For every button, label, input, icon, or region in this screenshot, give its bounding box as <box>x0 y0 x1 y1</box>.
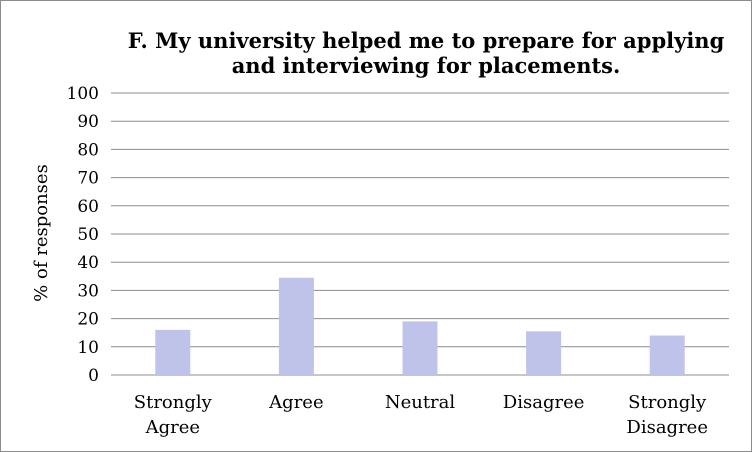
y-tick-label: 90 <box>77 112 99 132</box>
bar-1 <box>278 277 314 375</box>
x-axis-labels: Strongly Agree Agree Neutral Disagree Strongl… <box>134 392 708 438</box>
x-category-label: Agree <box>268 392 323 413</box>
bar-0 <box>155 329 191 375</box>
y-tick-label: 70 <box>77 169 99 189</box>
gridlines <box>111 92 729 376</box>
bar-4 <box>649 335 685 375</box>
y-tick-label: 30 <box>77 281 99 301</box>
x-category-label: Neutral <box>385 392 456 413</box>
y-tick-label: 0 <box>88 366 99 386</box>
bars <box>155 277 685 375</box>
y-tick-label: 20 <box>77 310 99 330</box>
x-category-label: Strongly Agree <box>134 392 213 438</box>
y-tick-label: 60 <box>77 197 99 217</box>
y-axis-title: % of responses <box>31 164 52 302</box>
bar-3 <box>526 331 562 375</box>
y-tick-label: 100 <box>67 84 99 104</box>
x-category-label: Disagree <box>503 392 585 413</box>
y-tick-label: 10 <box>77 338 99 358</box>
y-tick-label: 50 <box>77 225 99 245</box>
y-tick-label: 80 <box>77 140 99 160</box>
y-axis-ticks: 0 10 20 30 40 50 60 70 80 90 100 <box>67 84 99 386</box>
x-category-label: Strongly Disagree <box>626 392 708 438</box>
bar-2 <box>402 321 438 375</box>
y-tick-label: 40 <box>77 253 99 273</box>
chart-title-line-1: F. My university helped me to prepare fo… <box>128 28 725 53</box>
chart-title-line-2: and interviewing for placements. <box>232 53 621 78</box>
